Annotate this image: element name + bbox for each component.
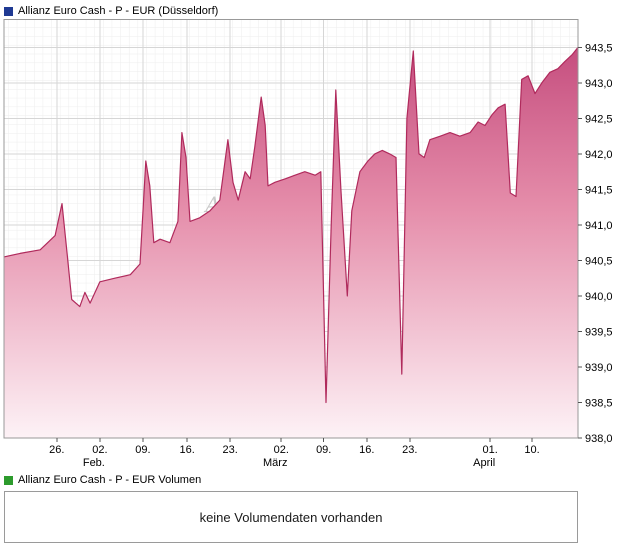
svg-text:939,5: 939,5	[585, 326, 613, 338]
svg-text:941,0: 941,0	[585, 220, 613, 232]
svg-text:26.: 26.	[49, 444, 64, 456]
price-chart: Акт938,0938,5939,0939,5940,0940,5941,094…	[0, 19, 620, 469]
price-legend: Allianz Euro Cash - P - EUR (Düsseldorf)	[0, 0, 620, 19]
svg-text:09.: 09.	[135, 444, 150, 456]
volume-series-marker-icon	[4, 475, 13, 485]
svg-text:939,0: 939,0	[585, 362, 613, 374]
svg-text:April: April	[473, 457, 495, 469]
svg-text:16.: 16.	[359, 444, 374, 456]
svg-text:941,5: 941,5	[585, 184, 613, 196]
price-series-label: Allianz Euro Cash - P - EUR (Düsseldorf)	[18, 4, 219, 17]
svg-text:942,5: 942,5	[585, 113, 613, 125]
svg-text:938,0: 938,0	[585, 433, 613, 445]
svg-text:01.: 01.	[483, 444, 498, 456]
svg-text:16.: 16.	[179, 444, 194, 456]
price-chart-svg: Акт938,0938,5939,0939,5940,0940,5941,094…	[3, 19, 613, 469]
svg-text:943,0: 943,0	[585, 78, 613, 90]
svg-text:938,5: 938,5	[585, 397, 613, 409]
svg-text:940,0: 940,0	[585, 291, 613, 303]
volume-legend: Allianz Euro Cash - P - EUR Volumen	[0, 469, 620, 488]
volume-message: keine Volumendaten vorhanden	[199, 509, 383, 525]
svg-text:23.: 23.	[223, 444, 238, 456]
svg-text:940,5: 940,5	[585, 255, 613, 267]
svg-text:09.: 09.	[316, 444, 331, 456]
svg-text:Feb.: Feb.	[83, 457, 105, 469]
price-series-marker-icon	[4, 6, 13, 16]
svg-text:942,0: 942,0	[585, 149, 613, 161]
svg-text:23.: 23.	[402, 444, 417, 456]
volume-series-label: Allianz Euro Cash - P - EUR Volumen	[18, 473, 202, 486]
svg-text:März: März	[263, 457, 287, 469]
svg-text:02.: 02.	[274, 444, 289, 456]
volume-panel: keine Volumendaten vorhanden	[4, 491, 578, 543]
svg-text:02.: 02.	[92, 444, 107, 456]
svg-text:10.: 10.	[524, 444, 539, 456]
svg-text:943,5: 943,5	[585, 42, 613, 54]
